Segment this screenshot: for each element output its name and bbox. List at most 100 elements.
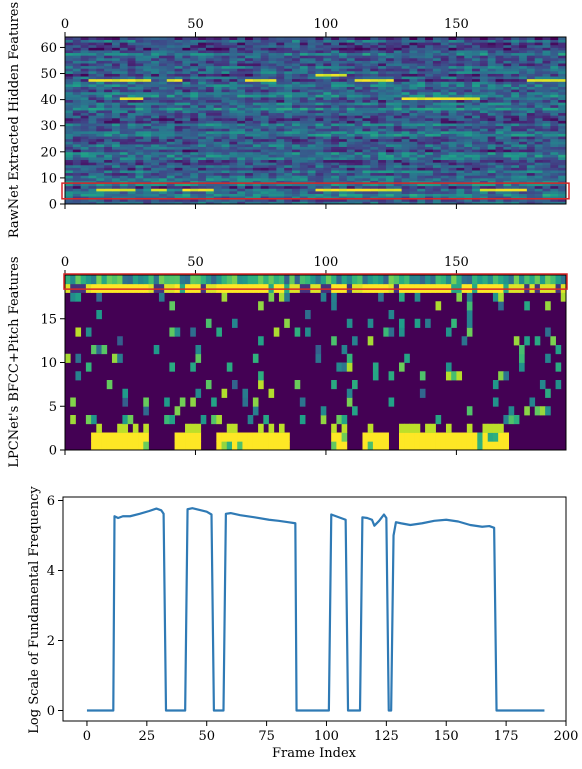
rawnet-heatmap-cell: [425, 42, 434, 46]
rawnet-heatmap-cell: [127, 102, 136, 106]
rawnet-heatmap-cell: [166, 97, 175, 101]
rawnet-heatmap-cell: [307, 138, 316, 142]
rawnet-heatmap-cell: [198, 193, 207, 197]
rawnet-heatmap-cell: [487, 167, 496, 171]
lpcnet-heatmap-cell: [492, 275, 499, 285]
rawnet-heatmap-cell: [393, 97, 403, 101]
rawnet-heatmap-cell: [80, 180, 89, 184]
rawnet-heatmap-cell: [292, 99, 301, 103]
rawnet-heatmap-cell: [534, 76, 543, 80]
rawnet-heatmap-cell: [487, 102, 496, 106]
rawnet-heatmap-cell: [503, 172, 512, 176]
rawnet-heatmap-cell: [229, 143, 238, 147]
rawnet-heatmap-cell: [299, 57, 309, 61]
rawnet-heatmap-cell: [534, 99, 543, 103]
rawnet-heatmap-cell: [323, 198, 332, 202]
lpcnet-heatmap-cell: [451, 432, 457, 442]
lpcnet-heatmap-cell: [320, 292, 327, 302]
rawnet-heatmap-cell: [534, 183, 543, 187]
rawnet-heatmap-cell: [526, 125, 536, 129]
rawnet-heatmap-cell: [276, 170, 285, 174]
rawnet-heatmap-cell: [511, 141, 520, 145]
rawnet-heatmap-cell: [558, 149, 566, 153]
rawnet-heatmap-cell: [338, 162, 348, 166]
rawnet-heatmap-cell: [158, 115, 168, 119]
rawnet-heatmap-cell: [511, 70, 520, 74]
lpcnet-y-tick-label: 10: [40, 356, 57, 371]
rawnet-heatmap-cell: [558, 162, 566, 166]
rawnet-heatmap-cell: [205, 37, 215, 41]
rawnet-heatmap-cell: [80, 143, 89, 147]
rawnet-heatmap-cell: [72, 188, 82, 192]
rawnet-heatmap-cell: [96, 73, 105, 77]
rawnet-heatmap-cell: [182, 55, 191, 59]
rawnet-heatmap-cell: [158, 133, 168, 137]
rawnet-heatmap-cell: [401, 115, 410, 119]
rawnet-heatmap-cell: [158, 65, 168, 69]
rawnet-heatmap-cell: [166, 123, 175, 127]
rawnet-heatmap-cell: [111, 136, 121, 140]
rawnet-heatmap-cell: [299, 130, 309, 134]
lpcnet-heatmap-cell: [414, 423, 421, 433]
rawnet-heatmap-cell: [401, 42, 410, 46]
rawnet-heatmap-cell: [237, 110, 246, 114]
rawnet-heatmap-cell: [127, 86, 136, 90]
rawnet-heatmap-cell: [96, 125, 105, 129]
rawnet-heatmap-cell: [440, 201, 449, 204]
rawnet-heatmap-cell: [331, 128, 340, 132]
rawnet-heatmap-cell: [370, 170, 379, 174]
rawnet-heatmap-cell: [409, 157, 418, 161]
rawnet-heatmap-cell: [166, 60, 175, 64]
rawnet-heatmap-cell: [487, 50, 496, 54]
rawnet-heatmap-cell: [503, 138, 512, 142]
rawnet-heatmap-cell: [104, 99, 113, 103]
lpcnet-heatmap-cell: [503, 371, 509, 381]
rawnet-heatmap-cell: [268, 154, 277, 158]
rawnet-heatmap-cell: [511, 73, 520, 77]
rawnet-heatmap-cell: [205, 110, 215, 114]
rawnet-heatmap-cell: [432, 91, 442, 95]
rawnet-heatmap-cell: [229, 104, 238, 108]
rawnet-heatmap-cell: [464, 60, 473, 64]
rawnet-heatmap-cell: [526, 52, 536, 56]
lpcnet-heatmap-cell: [132, 283, 139, 293]
rawnet-heatmap-cell: [519, 120, 528, 124]
rawnet-heatmap-cell: [284, 180, 293, 184]
rawnet-heatmap-cell: [331, 97, 340, 101]
rawnet-heatmap-cell: [166, 157, 175, 161]
rawnet-heatmap-cell: [213, 190, 222, 194]
rawnet-heatmap-cell: [190, 65, 199, 69]
rawnet-heatmap-cell: [135, 133, 144, 137]
rawnet-heatmap-cell: [72, 164, 82, 168]
rawnet-heatmap-cell: [487, 99, 496, 103]
rawnet-heatmap-cell: [432, 50, 442, 54]
rawnet-heatmap-cell: [65, 83, 74, 87]
rawnet-heatmap-cell: [440, 37, 449, 41]
rawnet-heatmap-cell: [472, 86, 481, 90]
rawnet-heatmap-cell: [237, 177, 246, 181]
rawnet-heatmap-cell: [495, 123, 504, 127]
rawnet-heatmap-cell: [456, 57, 465, 61]
rawnet-heatmap-cell: [88, 120, 97, 124]
rawnet-heatmap-cell: [299, 78, 309, 82]
lpcnet-heatmap-cell: [456, 441, 463, 450]
rawnet-heatmap-cell: [65, 183, 74, 187]
rawnet-heatmap-cell: [393, 107, 403, 111]
rawnet-heatmap-cell: [135, 47, 144, 51]
rawnet-heatmap-cell: [174, 162, 183, 166]
rawnet-heatmap-cell: [284, 159, 293, 163]
rawnet-heatmap-cell: [448, 128, 457, 132]
rawnet-heatmap-cell: [425, 107, 434, 111]
rawnet-heatmap-cell: [182, 63, 191, 67]
rawnet-heatmap-cell: [331, 198, 340, 202]
rawnet-heatmap-cell: [362, 123, 371, 127]
rawnet-heatmap-cell: [401, 55, 410, 59]
rawnet-heatmap-cell: [511, 193, 520, 197]
rawnet-heatmap-cell: [385, 89, 395, 93]
rawnet-heatmap-cell: [346, 149, 356, 153]
rawnet-heatmap-cell: [503, 175, 512, 179]
rawnet-heatmap-cell: [487, 159, 496, 163]
lpcnet-heatmap-cell: [258, 432, 264, 442]
rawnet-heatmap-cell: [166, 136, 175, 140]
rawnet-heatmap-cell: [472, 42, 481, 46]
